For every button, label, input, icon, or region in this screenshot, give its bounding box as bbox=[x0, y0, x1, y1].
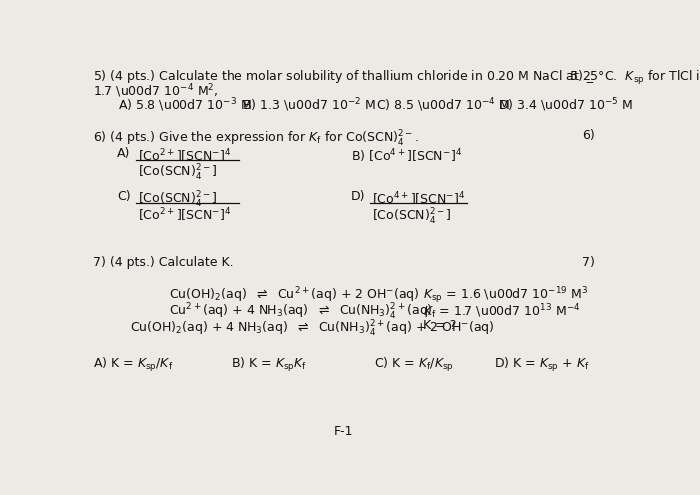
Text: $[\mathregular{Co(SCN)}_{\mathregular{4}}^{\mathregular{2-}}]$: $[\mathregular{Co(SCN)}_{\mathregular{4}… bbox=[138, 190, 218, 210]
Text: A) 5.8 \u00d7 10$^{\mathregular{-3}}$ M: A) 5.8 \u00d7 10$^{\mathregular{-3}}$ M bbox=[118, 97, 252, 114]
Text: K = ?: K = ? bbox=[423, 319, 456, 332]
Text: C) 8.5 \u00d7 10$^{\mathregular{-4}}$ M: C) 8.5 \u00d7 10$^{\mathregular{-4}}$ M bbox=[376, 97, 510, 114]
Text: $K_{\mathregular{f}}$ = 1.7 \u00d7 10$^{\mathregular{13}}$ M$^{\mathregular{-4}}: $K_{\mathregular{f}}$ = 1.7 \u00d7 10$^{… bbox=[423, 302, 580, 321]
Text: 7) (4 pts.) Calculate K.: 7) (4 pts.) Calculate K. bbox=[93, 256, 234, 269]
Text: D): D) bbox=[351, 190, 365, 203]
Text: Cu$^{\mathregular{2+}}$(aq) + 4 NH$_{\mathregular{3}}$(aq)  $\rightleftharpoons$: Cu$^{\mathregular{2+}}$(aq) + 4 NH$_{\ma… bbox=[169, 302, 433, 322]
Text: C): C) bbox=[117, 190, 131, 203]
Text: $[\mathregular{Co(SCN)}_{\mathregular{4}}^{\mathregular{2-}}]$: $[\mathregular{Co(SCN)}_{\mathregular{4}… bbox=[372, 206, 452, 227]
Text: B) K = $K_{\mathregular{sp}}$$K_{\mathregular{f}}$: B) K = $K_{\mathregular{sp}}$$K_{\mathre… bbox=[231, 356, 307, 374]
Text: 6) (4 pts.) Give the expression for $K_{\mathregular{f}}$ for Co(SCN)$_{\mathreg: 6) (4 pts.) Give the expression for $K_{… bbox=[93, 129, 419, 149]
Text: F-1: F-1 bbox=[333, 425, 353, 438]
Text: $K_{\mathregular{sp}}$ = 1.6 \u00d7 10$^{\mathregular{-19}}$ M$^{\mathregular{3}: $K_{\mathregular{sp}}$ = 1.6 \u00d7 10$^… bbox=[423, 285, 589, 305]
Text: C) K = $K_{\mathregular{f}}$/$K_{\mathregular{sp}}$: C) K = $K_{\mathregular{f}}$/$K_{\mathre… bbox=[374, 356, 454, 374]
Text: 1.7 \u00d7 10$^{\mathregular{-4}}$ M$^{\mathregular{2}}$,: 1.7 \u00d7 10$^{\mathregular{-4}}$ M$^{\… bbox=[93, 83, 218, 100]
Text: 5) _: 5) _ bbox=[570, 69, 593, 82]
Text: $[\mathregular{Co}^{\mathregular{2+}}][\mathregular{SCN}^{\mathregular{-}}]^{\ma: $[\mathregular{Co}^{\mathregular{2+}}][\… bbox=[138, 206, 232, 224]
Text: B) 1.3 \u00d7 10$^{\mathregular{-2}}$ M: B) 1.3 \u00d7 10$^{\mathregular{-2}}$ M bbox=[242, 97, 377, 114]
Text: 5) (4 pts.) Calculate the molar solubility of thallium chloride in 0.20 M NaCl a: 5) (4 pts.) Calculate the molar solubili… bbox=[93, 69, 700, 87]
Text: A): A) bbox=[117, 147, 130, 160]
Text: $[\mathregular{Co}^{\mathregular{2+}}][\mathregular{SCN}^{\mathregular{-}}]^{\ma: $[\mathregular{Co}^{\mathregular{2+}}][\… bbox=[138, 147, 232, 165]
Text: 6): 6) bbox=[582, 129, 595, 142]
Text: D) K = $K_{\mathregular{sp}}$ + $K_{\mathregular{f}}$: D) K = $K_{\mathregular{sp}}$ + $K_{\mat… bbox=[494, 356, 590, 374]
Text: Cu(OH)$_{\mathregular{2}}$(aq) + 4 NH$_{\mathregular{3}}$(aq)  $\rightleftharpoo: Cu(OH)$_{\mathregular{2}}$(aq) + 4 NH$_{… bbox=[130, 319, 495, 339]
Text: $[\mathregular{Co}^{\mathregular{4+}}][\mathregular{SCN}^{\mathregular{-}}]^{\ma: $[\mathregular{Co}^{\mathregular{4+}}][\… bbox=[372, 190, 466, 208]
Text: Cu(OH)$_{\mathregular{2}}$(aq)  $\rightleftharpoons$  Cu$^{\mathregular{2+}}$(aq: Cu(OH)$_{\mathregular{2}}$(aq) $\rightle… bbox=[169, 285, 419, 304]
Text: A) K = $K_{\mathregular{sp}}$/$K_{\mathregular{f}}$: A) K = $K_{\mathregular{sp}}$/$K_{\mathr… bbox=[93, 356, 174, 374]
Text: 7): 7) bbox=[582, 256, 595, 269]
Text: B) $[\mathregular{Co}^{\mathregular{4+}}][\mathregular{SCN}^{\mathregular{-}}]^{: B) $[\mathregular{Co}^{\mathregular{4+}}… bbox=[351, 147, 462, 165]
Text: $[\mathregular{Co(SCN)}_{\mathregular{4}}^{\mathregular{2-}}]$: $[\mathregular{Co(SCN)}_{\mathregular{4}… bbox=[138, 163, 218, 184]
Text: D) 3.4 \u00d7 10$^{\mathregular{-5}}$ M: D) 3.4 \u00d7 10$^{\mathregular{-5}}$ M bbox=[498, 97, 634, 114]
